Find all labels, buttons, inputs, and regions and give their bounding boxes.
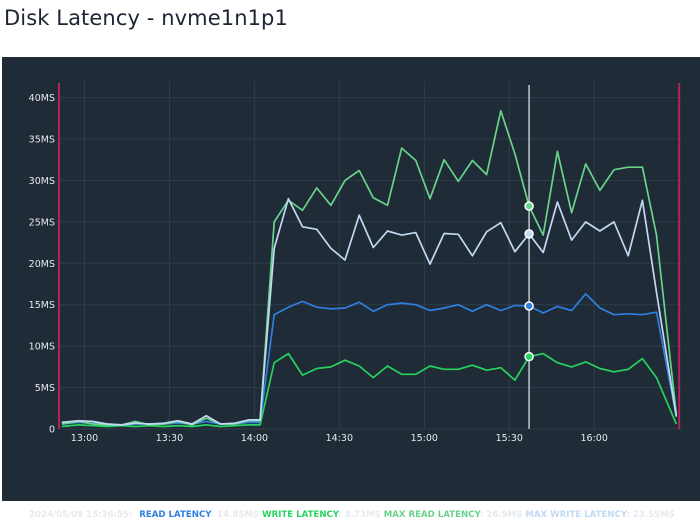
series-line-read [61,293,678,426]
cursor-marker-max_write [524,229,534,239]
cursor-timestamp: 2024/05/09 15:36:55: [29,510,133,520]
x-tick-label: 13:00 [71,433,98,444]
legend-max-read-name[interactable]: MAX READ LATENCY [383,510,480,520]
y-tick-label: 0 [49,425,55,436]
y-tick-label: 25MS [29,217,55,228]
series-layer [61,109,678,428]
legend-write-name[interactable]: WRITE LATENCY [262,510,339,520]
grid-layer [59,81,682,430]
series-line-write [61,352,678,428]
legend-write-value: 8.73MS [344,510,381,520]
x-tick-label: 14:00 [241,433,268,444]
legend-max-read-value: 26.9MS [486,510,523,520]
cursor-marker-write [524,351,534,362]
chart-panel: 0 5MS 10MS 15MS 20MS 25MS 30MS 35MS 40MS 13:00 13:… [2,57,700,520]
x-tick-label: 14:30 [326,433,353,444]
y-tick-label: 20MS [29,259,55,270]
y-tick-label: 5MS [35,383,55,394]
page-title: Disk Latency - nvme1n1p1 [4,6,288,30]
cursor-marker-read [524,301,534,311]
legend-read-value: 14.85MS [217,510,260,520]
cursor-layer [524,85,534,429]
x-tick-label: 13:30 [156,433,183,444]
legend-read-name[interactable]: READ LATENCY [139,510,211,520]
series-line-max_write [61,197,678,426]
x-tick-label: 16:00 [581,433,608,444]
legend-max-write-name[interactable]: MAX WRITE LATENCY [525,510,627,520]
cursor-marker-max_read [524,201,534,211]
y-tick-label: 35MS [29,135,55,146]
y-tick-label: 15MS [29,300,55,311]
x-tick-label: 15:30 [496,433,523,444]
boundary-layer [58,83,681,429]
latency-chart[interactable]: 0 5MS 10MS 15MS 20MS 25MS 30MS 35MS 40MS 13:00 13:… [2,57,700,501]
tick-layer: 0 5MS 10MS 15MS 20MS 25MS 30MS 35MS 40MS 13:00 13:… [29,93,608,444]
legend: 2024/05/09 15:36:55: READ LATENCY: 14.85… [29,510,675,520]
y-tick-label: 30MS [29,176,55,187]
x-tick-label: 15:00 [411,433,438,444]
y-tick-label: 40MS [29,93,55,104]
legend-max-write-value: 23.55MS [632,510,675,520]
y-tick-label: 10MS [29,342,55,353]
series-line-max_read [61,109,678,426]
